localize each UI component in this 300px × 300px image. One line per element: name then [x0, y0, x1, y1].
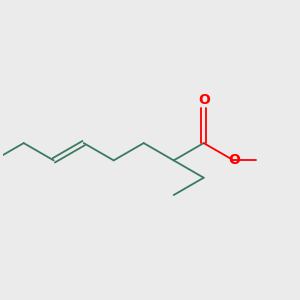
Text: O: O [228, 153, 240, 167]
Text: O: O [198, 93, 210, 107]
